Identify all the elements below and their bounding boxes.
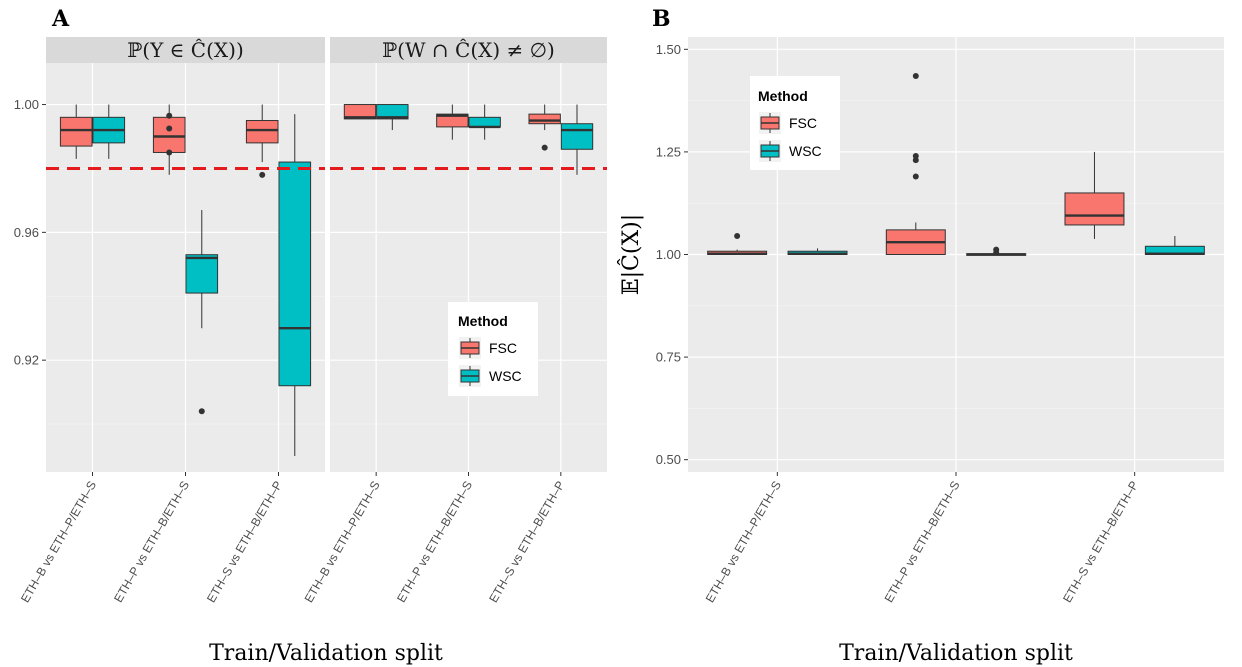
x-tick-label: ETH–P vs ETH–B/ETH–S [882,479,963,605]
legend-key-wsc [459,365,481,387]
legend-key-wsc [759,140,781,162]
x-tick-label: ETH–S vs ETH–B/ETH–P [486,479,567,606]
iqr-box [436,113,469,128]
x-tick-label: ETH–P vs ETH–B/ETH–S [111,479,192,605]
facet-strip [330,37,607,63]
box-fsc [152,104,186,175]
x-tick-label: ETH–S vs ETH–B/ETH–P [1060,479,1141,606]
panel-letter-a: A [51,6,70,32]
iqr-box [278,161,312,387]
panel-b: ETH–B vs ETH–P/ETH–S ETH–P vs ETH–B/ETH–S… [617,37,1224,666]
outlier-point [259,171,266,178]
iqr-box [245,120,279,144]
legend-title: Method [758,88,808,104]
facet-strip-label: ℙ(Y ∈ Ĉ(X)) [127,37,244,62]
facet-panel-1: ℙ(Y ∈ Ĉ(X)) ETH–B vs ETH–P/ETH–S ETH–P vs … [18,37,325,605]
legend-b: Method FSC WSC [750,76,840,170]
outlier-point [198,408,205,415]
box-wsc [1144,236,1205,255]
box-wsc [468,104,501,140]
outlier-point [912,72,919,79]
box-fsc [707,233,768,255]
box-fsc [245,104,279,178]
legend-key-fsc [759,112,781,134]
outlier-point [734,233,741,240]
y-axis-title-b: 𝔼|Ĉ(X)| [617,214,644,295]
box-fsc [436,104,469,140]
box-wsc [966,246,1027,256]
y-tick-label: 1.25 [656,144,681,159]
y-tick-label: 1.00 [14,97,39,112]
iqr-box [528,113,561,125]
y-tick-label: 0.75 [656,350,681,365]
x-tick-label: ETH–P vs ETH–B/ETH–S [394,479,475,605]
iqr-box [468,116,501,128]
panel-letter-b: B [652,6,671,32]
iqr-box [560,123,594,150]
box-fsc [1064,151,1125,239]
x-axis-title-a: Train/Validation split [209,641,443,666]
legend-label: FSC [789,115,817,131]
iqr-box [152,116,186,153]
x-tick-label: ETH–B vs ETH–P/ETH–S [302,479,383,606]
box-wsc [376,104,409,131]
legend-a: Method FSC WSC [448,302,538,396]
box-wsc [278,114,312,457]
legend-key-fsc [459,337,481,359]
box-wsc [92,104,126,159]
iqr-box [376,104,409,120]
facet-strip [46,37,325,63]
box-fsc [59,104,93,159]
iqr-box [59,116,93,147]
box-fsc [528,104,561,151]
legend-label: WSC [789,143,822,159]
box-wsc [185,209,219,415]
outlier-point [993,246,1000,253]
box-wsc [560,104,594,175]
y-tick-label: 0.50 [656,452,681,467]
facet-strip-label: ℙ(W ∩ Ĉ(X) ≠ ∅) [382,37,555,62]
iqr-box [343,104,377,120]
legend-label: WSC [489,368,522,384]
y-tick-label: 1.00 [656,247,681,262]
outlier-point [541,144,548,151]
outlier-point [166,149,173,156]
x-tick-label: ETH–B vs ETH–P/ETH–S [703,479,784,606]
x-axis-title-b: Train/Validation split [839,641,1073,666]
box-fsc [885,72,946,256]
y-tick-label: 1.50 [656,42,681,57]
x-tick-label: ETH–B vs ETH–P/ETH–S [18,479,99,606]
outlier-point [912,173,919,180]
outlier-point [912,157,919,164]
outlier-point [166,125,173,132]
box-fsc [343,104,377,120]
iqr-box [1064,192,1125,226]
legend-label: FSC [489,340,517,356]
box-wsc [787,248,848,255]
y-tick-label: 0.92 [14,353,39,368]
legend-title: Method [458,313,508,329]
x-tick-label: ETH–S vs ETH–B/ETH–P [204,479,285,606]
outlier-point [166,112,173,119]
y-tick-label: 0.96 [14,225,39,240]
outlier-point [912,153,919,160]
iqr-box [185,254,219,294]
